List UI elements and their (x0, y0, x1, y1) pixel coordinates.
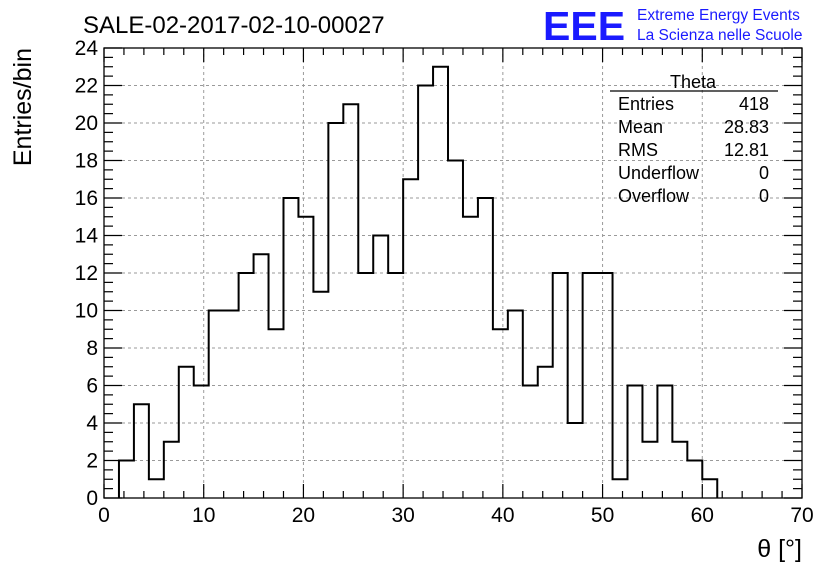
y-tick-label: 14 (75, 225, 99, 248)
y-tick-label: 0 (86, 487, 98, 510)
stats-label: Underflow (618, 163, 700, 183)
x-tick-label: 70 (790, 504, 813, 527)
stats-title: Theta (670, 72, 717, 92)
plot-frame (103, 47, 803, 499)
stats-value: 0 (759, 186, 769, 206)
histogram-outline (117, 65, 719, 498)
y-tick-label: 20 (75, 112, 98, 135)
stats-label: Entries (618, 94, 674, 114)
y-axis-label: Entries/bin (9, 48, 37, 166)
x-tick-label: 20 (292, 504, 315, 527)
x-tick-label: 50 (591, 504, 614, 527)
stats-rows: Entries 418 Mean 28.83 RMS 12.81 Underflow 0 Ove… (618, 94, 769, 206)
stats-value: 28.83 (724, 117, 769, 137)
stats-box: Theta Entries 418 Mean 28.83 RMS 12.81 Underfl… (610, 72, 778, 206)
stats-label: Overflow (618, 186, 690, 206)
y-tick-label: 16 (75, 187, 98, 210)
stats-label: Mean (618, 117, 663, 137)
brand-line-1: Extreme Energy Events (637, 7, 800, 24)
stats-value: 0 (759, 163, 769, 183)
y-tick-label: 2 (86, 450, 98, 473)
x-tick-label: 30 (391, 504, 414, 527)
eee-logo: EEE (543, 3, 625, 49)
axis-ticks (103, 47, 803, 499)
grid-lines (104, 48, 802, 498)
y-tick-label: 22 (75, 75, 98, 98)
stats-value: 418 (739, 94, 769, 114)
y-tick-label: 12 (75, 262, 98, 285)
y-tick-label: 8 (86, 337, 98, 360)
x-tick-label: 0 (98, 504, 110, 527)
x-tick-label: 60 (691, 504, 714, 527)
stats-label: RMS (618, 140, 658, 160)
brand-line-2: La Scienza nelle Scuole (637, 27, 802, 44)
stats-value: 12.81 (724, 140, 769, 160)
x-axis-label: θ [°] (757, 535, 802, 563)
x-tick-label: 40 (491, 504, 514, 527)
x-tick-label: 10 (192, 504, 215, 527)
y-tick-label: 24 (75, 37, 99, 60)
y-tick-label: 18 (75, 150, 98, 173)
histogram-bars (117, 65, 719, 498)
y-tick-label: 6 (86, 375, 98, 398)
chart-title: SALE-02-2017-02-10-00027 (83, 12, 385, 39)
x-tick-labels: 0 10 20 30 40 50 60 70 (98, 504, 814, 527)
y-tick-label: 4 (86, 412, 98, 435)
y-tick-label: 10 (75, 300, 98, 323)
